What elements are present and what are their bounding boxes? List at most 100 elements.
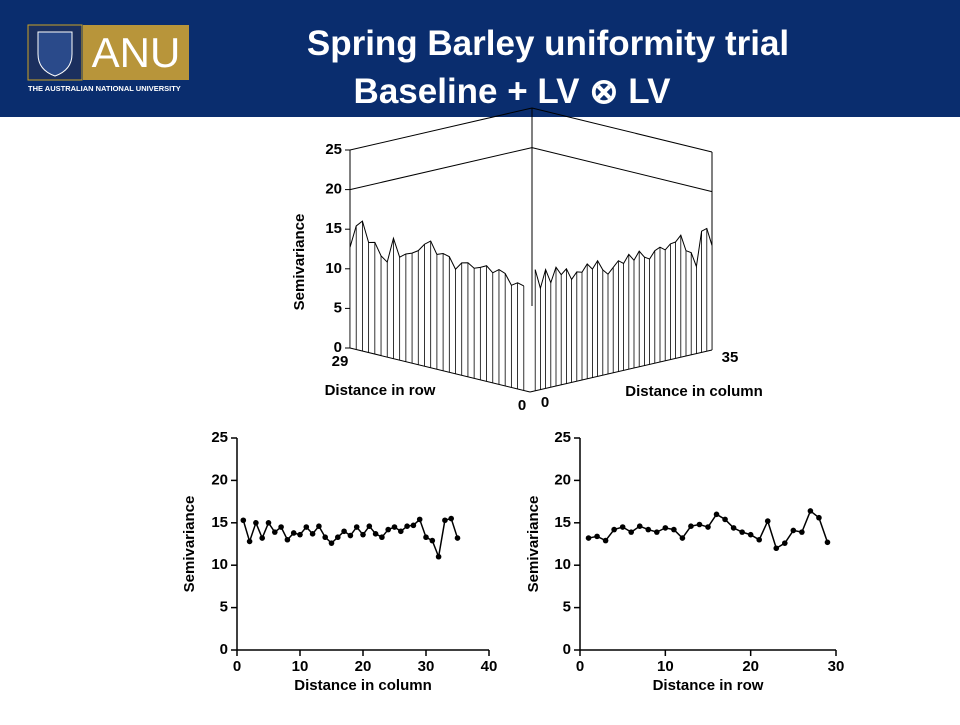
data-point [398,528,404,535]
y-tick-label: 10 [211,556,228,573]
data-point [679,535,686,541]
data-point [442,517,448,524]
z-axis-label: Semivariance [291,214,308,311]
logo-text: ANU [92,29,181,76]
z-tick-label: 5 [334,299,342,316]
data-point [611,526,617,533]
y-tick-label: 5 [220,599,228,616]
data-point [696,521,703,528]
data-point [309,531,316,537]
data-point [671,526,677,533]
y-tick-label: 15 [211,514,228,531]
data-point [347,532,354,539]
x-tick-label: 10 [292,658,309,675]
data-point [385,526,392,533]
data-point [341,528,347,535]
data-point [379,534,385,541]
data-point [807,508,814,514]
data-point [782,540,788,546]
y-tick-label: 20 [554,471,571,488]
data-point [366,523,373,529]
y-tick-label: 0 [220,641,228,658]
x-axis-label: Distance in row [653,677,764,694]
y-tick-label: 0 [563,641,571,658]
data-point [816,514,822,521]
data-point [410,522,417,529]
data-point [799,529,805,535]
y-tick-label: 15 [554,514,571,531]
z-tick-label: 10 [325,260,342,277]
data-point [602,537,609,544]
data-point [360,531,366,538]
data-point [636,523,643,529]
x-tick-label: 20 [355,658,372,675]
data-point [739,529,745,535]
grid-line [531,107,713,153]
data-point [416,516,423,523]
data-point [722,516,728,523]
data-point [790,527,797,534]
data-point [756,536,762,543]
x-tick-label: 0 [233,658,241,675]
data-point [290,530,297,536]
x-tick-label: 10 [657,658,674,675]
column-tick-label: 35 [722,349,739,366]
title: Spring Barley uniformity trial [307,24,789,63]
floor-edge [529,349,713,393]
x-tick-label: 40 [481,658,498,675]
grid-line [349,107,533,151]
data-point [316,523,322,529]
surface-edge [534,227,713,291]
y-axis-label: Semivariance [525,496,542,593]
z-tick-label: 15 [325,220,342,237]
data-point [773,545,780,552]
data-point [654,529,660,535]
data-point [423,534,429,541]
row-tick-label: 29 [332,353,349,370]
column-axis-label: Distance in column [625,383,763,400]
surface-edge [349,220,525,287]
logo-subtitle: THE AUSTRALIAN NATIONAL UNIVERSITY [28,84,181,93]
data-point [824,539,831,546]
data-point [322,534,329,541]
data-point [246,538,253,545]
data-point [764,518,771,524]
data-point [594,533,600,540]
data-point [335,534,341,541]
data-point [303,524,310,530]
z-tick-label: 0 [334,339,342,356]
subtitle: Baseline + LV ⊗ LV [354,72,672,111]
crest-shield [37,31,73,77]
data-point [253,520,259,526]
y-tick-label: 5 [563,599,571,616]
y-tick-label: 25 [554,429,571,446]
y-tick-label: 20 [211,471,228,488]
x-tick-label: 0 [576,658,584,675]
data-point [404,523,410,529]
data-point [297,531,303,538]
data-point [454,535,461,541]
data-point [705,524,711,530]
data-point [278,524,284,530]
data-point [730,525,737,531]
z-tick-label: 25 [325,141,342,158]
x-tick-label: 20 [742,658,759,675]
grid-line [531,147,713,193]
data-point [265,520,272,526]
x-tick-label: 30 [418,658,435,675]
data-point [259,535,266,541]
floor-edge [349,347,531,393]
y-tick-label: 25 [211,429,228,446]
data-point [688,523,694,529]
data-point [353,524,360,530]
data-point [628,529,634,535]
logo-box [83,25,189,80]
data-point [747,531,754,538]
data-point [619,524,626,530]
row-axis-label: Distance in row [325,382,436,399]
column-tick-label: 0 [541,394,549,411]
data-point [448,515,455,522]
data-point [284,536,291,543]
x-axis-label: Distance in column [294,677,432,694]
